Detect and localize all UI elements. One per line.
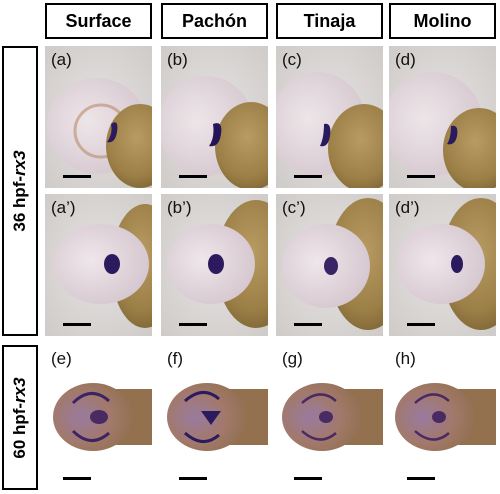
panel-label: (e)	[51, 349, 72, 368]
scale-bar	[179, 323, 207, 326]
column-header-molino: Molino	[389, 3, 496, 39]
embryo-lateral-image	[45, 46, 152, 188]
panel-f: (f)	[161, 345, 268, 490]
column-header-surface: Surface	[45, 3, 152, 39]
column-header-tinaja: Tinaja	[276, 3, 383, 39]
row-header-60hpf-text: 60 hpf-rx3	[10, 376, 29, 459]
embryo-dorsal-image	[276, 194, 383, 336]
embryo-dorsal-image	[161, 345, 268, 490]
panel-label: (d’)	[395, 198, 420, 217]
scale-bar	[179, 175, 207, 178]
panel-h: (h)	[389, 345, 496, 490]
panel-b: (b)	[161, 46, 268, 188]
scale-bar	[294, 323, 322, 326]
row-header-36hpf: 36 hpf-rx3	[2, 46, 38, 336]
scale-bar	[63, 175, 91, 178]
scale-bar	[63, 477, 91, 480]
scale-bar	[179, 477, 207, 480]
panel-label: (c)	[282, 50, 302, 69]
panel-b-prime: (b’)	[161, 194, 268, 336]
column-header-pachon: Pachón	[161, 3, 268, 39]
panel-label: (d)	[395, 50, 416, 69]
panel-label: (b’)	[167, 198, 192, 217]
panel-label: (a)	[51, 50, 72, 69]
panel-label: (b)	[167, 50, 188, 69]
embryo-lateral-image	[276, 46, 383, 188]
panel-label: (g)	[282, 349, 303, 368]
panel-label: (a’)	[51, 198, 76, 217]
scale-bar	[407, 175, 435, 178]
embryo-dorsal-image	[161, 194, 268, 336]
panel-label: (h)	[395, 349, 416, 368]
panel-a-prime: (a’)	[45, 194, 152, 336]
embryo-dorsal-image	[45, 194, 152, 336]
panel-c-prime: (c’)	[276, 194, 383, 336]
panel-e: (e)	[45, 345, 152, 490]
scale-bar	[407, 323, 435, 326]
panel-label: (f)	[167, 349, 184, 368]
embryo-dorsal-image	[389, 345, 496, 490]
embryo-lateral-image	[161, 46, 268, 188]
embryo-dorsal-image	[276, 345, 383, 490]
scale-bar	[294, 477, 322, 480]
panel-a: (a)	[45, 46, 152, 188]
row-header-36hpf-text: 36 hpf-rx3	[10, 150, 29, 232]
panel-c: (c)	[276, 46, 383, 188]
scale-bar	[407, 477, 435, 480]
panel-g: (g)	[276, 345, 383, 490]
scale-bar	[294, 175, 322, 178]
panel-label: (c’)	[282, 198, 306, 217]
panel-d-prime: (d’)	[389, 194, 496, 336]
scale-bar	[63, 323, 91, 326]
embryo-lateral-image	[389, 46, 496, 188]
embryo-dorsal-image	[45, 345, 152, 490]
embryo-dorsal-image	[389, 194, 496, 336]
row-header-60hpf: 60 hpf-rx3	[2, 345, 38, 490]
panel-d: (d)	[389, 46, 496, 188]
